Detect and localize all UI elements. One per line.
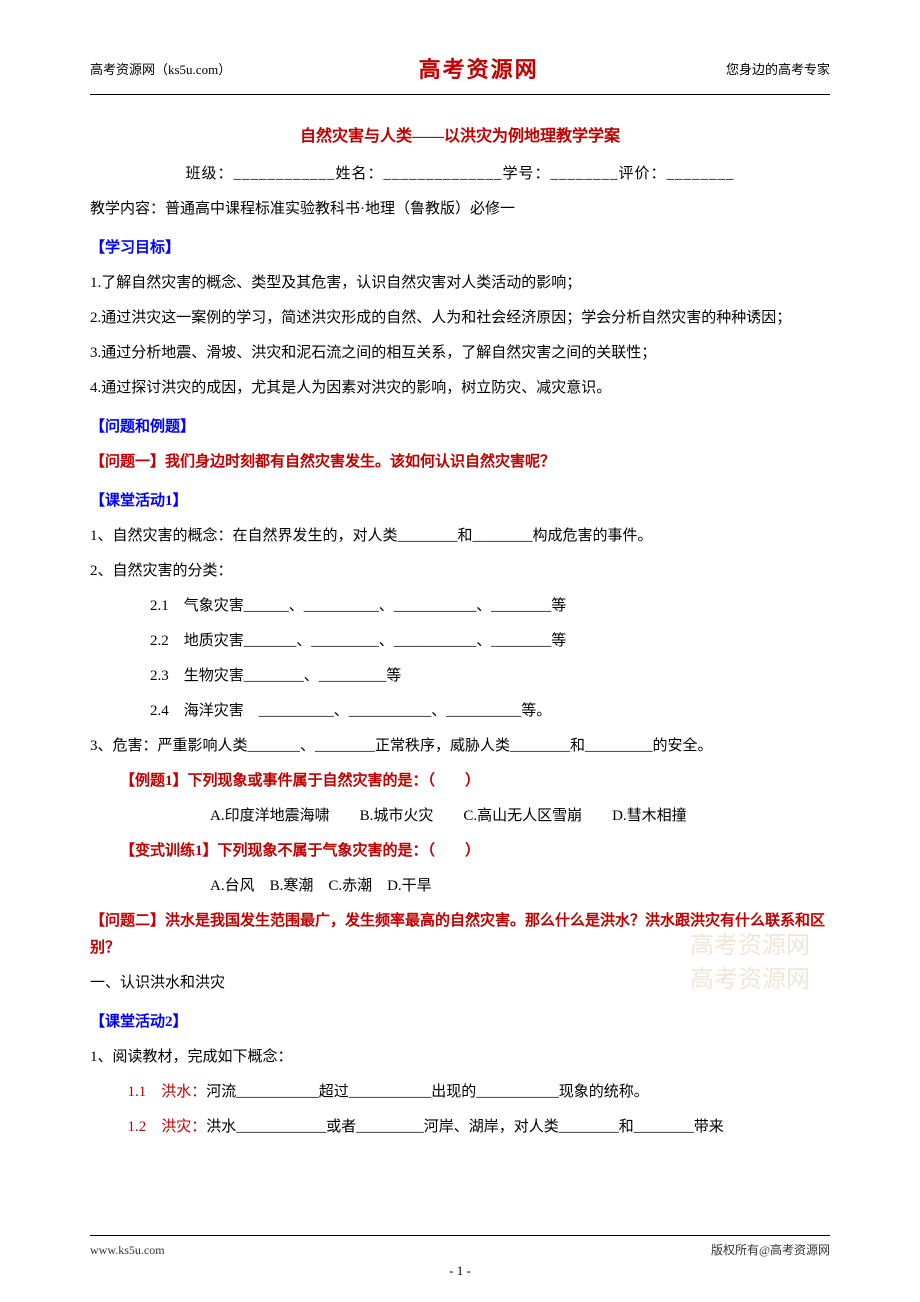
sub12-text: 洪水____________或者_________河岸、湖岸，对人类______… <box>206 1119 724 1135</box>
activity1-item3: 3、危害：严重影响人类_______、________正常秩序，威胁人类____… <box>90 733 830 760</box>
page-number: - 1 - <box>0 1259 920 1282</box>
activity1-sub21: 2.1 气象灾害______、__________、___________、__… <box>90 593 830 620</box>
variant-1-options: A.台风 B.寒潮 C.赤潮 D.干旱 <box>90 873 830 900</box>
activity-1-label: 【课堂活动1】 <box>90 488 830 515</box>
activity1-sub23: 2.3 生物灾害________、_________等 <box>90 663 830 690</box>
activity1-item2: 2、自然灾害的分类： <box>90 558 830 585</box>
header-left: 高考资源网（ks5u.com） <box>90 58 231 81</box>
example-1-prefix: 【例题1】下列现象或事件属于自然灾害的是：（ ） <box>120 773 480 789</box>
activity1-sub24: 2.4 海洋灾害 __________、___________、________… <box>90 698 830 725</box>
example-1-options: A.印度洋地震海啸 B.城市火灾 C.高山无人区雪崩 D.彗木相撞 <box>90 803 830 830</box>
activity2-item1: 1、阅读教材，完成如下概念： <box>90 1044 830 1071</box>
page-header: 高考资源网（ks5u.com） 高考资源网 您身边的高考专家 <box>90 50 830 90</box>
sub12-prefix: 1.2 洪灾： <box>128 1119 207 1135</box>
activity1-sub22: 2.2 地质灾害_______、_________、___________、__… <box>90 628 830 655</box>
goal-2: 2.通过洪灾这一案例的学习，简述洪灾形成的自然、人为和社会经济原因；学会分析自然… <box>90 305 830 332</box>
example-1-label: 【例题1】下列现象或事件属于自然灾害的是：（ ） <box>90 768 830 795</box>
goal-4: 4.通过探讨洪灾的成因，尤其是人为因素对洪灾的影响，树立防灾、减灾意识。 <box>90 375 830 402</box>
sub11-text: 河流___________超过___________出现的___________… <box>206 1084 649 1100</box>
activity2-sub11: 1.1 洪水：河流___________超过___________出现的____… <box>90 1079 830 1106</box>
header-center-logo: 高考资源网 <box>419 50 539 90</box>
activity2-sub12: 1.2 洪灾：洪水____________或者_________河岸、湖岸，对人… <box>90 1114 830 1141</box>
question-1: 【问题一】我们身边时刻都有自然灾害发生。该如何认识自然灾害呢？ <box>90 449 830 476</box>
variant-1-label: 【变式训练1】下列现象不属于气象灾害的是：（ ） <box>90 838 830 865</box>
variant-1-prefix: 【变式训练1】下列现象不属于气象灾害的是：（ ） <box>120 843 480 859</box>
goal-3: 3.通过分析地震、滑坡、洪灾和泥石流之间的相互关系，了解自然灾害之间的关联性； <box>90 340 830 367</box>
student-info-row: 班级：____________姓名：______________学号：_____… <box>90 161 830 188</box>
header-divider <box>90 94 830 95</box>
footer-divider <box>90 1235 830 1236</box>
problems-examples-label: 【问题和例题】 <box>90 414 830 441</box>
teaching-content: 教学内容：普通高中课程标准实验教科书·地理（鲁教版）必修一 <box>90 196 830 223</box>
section2-intro: 一、认识洪水和洪灾 <box>90 970 830 997</box>
goal-1: 1.了解自然灾害的概念、类型及其危害，认识自然灾害对人类活动的影响； <box>90 270 830 297</box>
sub11-prefix: 1.1 洪水： <box>128 1084 207 1100</box>
question-2: 【问题二】洪水是我国发生范围最广，发生频率最高的自然灾害。那么什么是洪水？洪水跟… <box>90 908 830 962</box>
header-right: 您身边的高考专家 <box>726 58 830 81</box>
activity-2-label: 【课堂活动2】 <box>90 1009 830 1036</box>
activity1-item1: 1、自然灾害的概念：在自然界发生的，对人类________和________构成… <box>90 523 830 550</box>
document-title: 自然灾害与人类——以洪灾为例地理教学学案 <box>90 123 830 152</box>
learning-goals-label: 【学习目标】 <box>90 235 830 262</box>
